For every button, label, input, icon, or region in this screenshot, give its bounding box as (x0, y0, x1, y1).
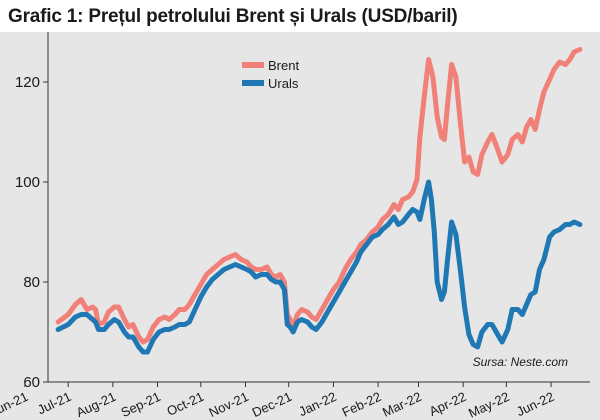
chart-panel: 60 80 100 120 Jun-21 Jul-21 Aug-21 Sep-21 Oct-21… (0, 32, 600, 420)
legend: Brent Urals (242, 58, 299, 91)
legend-label-urals: Urals (268, 76, 299, 91)
x-tick-label: Oct-21 (164, 389, 206, 419)
x-tick-label: Aug-21 (74, 389, 118, 420)
x-tick-label: Mar-22 (380, 389, 424, 420)
y-tick-label: 120 (15, 74, 40, 91)
chart-title: Grafic 1: Prețul petrolului Brent și Ura… (8, 6, 458, 27)
x-tick-label: Dec-21 (250, 389, 294, 420)
x-tick-label: Jan-22 (296, 389, 338, 419)
x-tick-label: Feb-22 (340, 389, 384, 420)
legend-label-brent: Brent (268, 58, 299, 73)
x-tick-label: Nov-21 (206, 389, 250, 420)
series-layer (55, 47, 583, 355)
y-tick-label: 80 (23, 274, 40, 291)
y-tick-label: 60 (23, 374, 40, 391)
x-tick-label: Jul-21 (35, 389, 73, 418)
x-tick-label: Sep-21 (119, 389, 163, 420)
series-line-urals (55, 179, 583, 355)
x-tick-label: May-22 (466, 389, 512, 420)
source-note: Sursa: Neste.com (473, 355, 568, 369)
x-tick-label: Apr-22 (427, 389, 469, 419)
x-tick-label: Jun-21 (0, 389, 30, 419)
line-chart: 60 80 100 120 Jun-21 Jul-21 Aug-21 Sep-21 Oct-21… (0, 32, 590, 420)
x-tick-label: Jun-22 (514, 389, 556, 419)
series-line-brent (55, 47, 583, 345)
y-tick-label: 100 (15, 174, 40, 191)
